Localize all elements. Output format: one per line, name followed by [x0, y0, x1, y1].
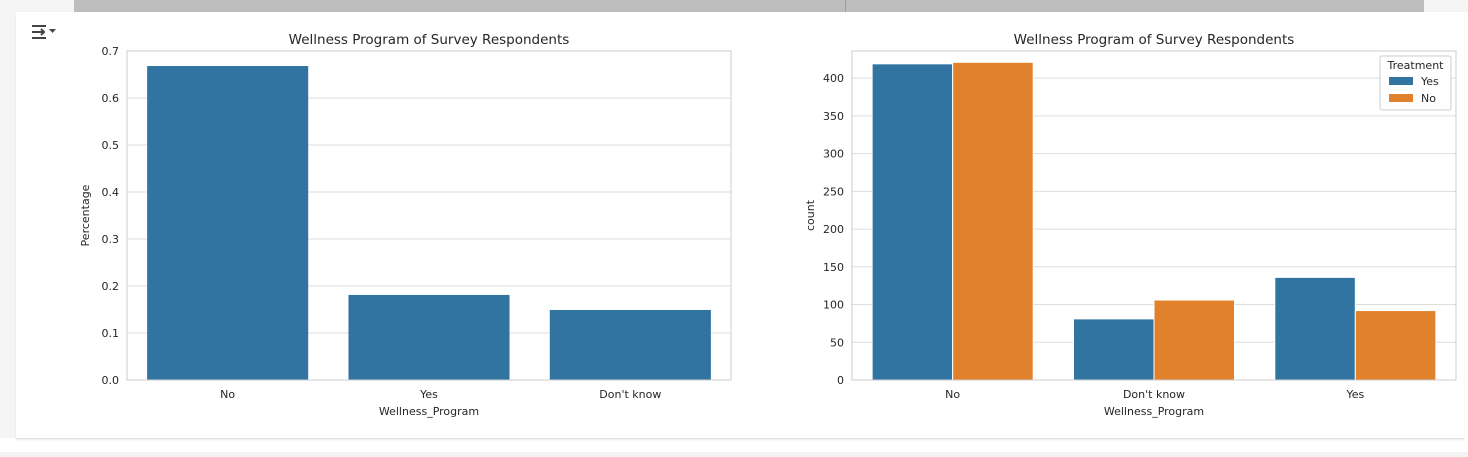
y-axis-label: count	[804, 199, 817, 231]
y-tick-label: 200	[823, 223, 844, 236]
x-tick-label: No	[220, 388, 235, 401]
y-tick-label: 100	[823, 299, 844, 312]
y-tick-label: 0.5	[102, 139, 120, 152]
y-tick-label: 0.1	[102, 327, 120, 340]
y-tick-label: 250	[823, 185, 844, 198]
x-axis-label: Wellness_Program	[1104, 405, 1204, 418]
bar	[147, 66, 309, 380]
bar	[1072, 318, 1155, 381]
chart-title: Wellness Program of Survey Respondents	[289, 32, 570, 48]
bar	[348, 294, 510, 380]
y-tick-label: 400	[823, 72, 844, 85]
y-tick-label: 0.6	[102, 92, 120, 105]
chart-title: Wellness Program of Survey Respondents	[1014, 32, 1295, 48]
x-tick-label: Yes	[419, 388, 438, 401]
bar	[871, 63, 954, 381]
bar	[549, 309, 711, 380]
bar	[1354, 310, 1437, 381]
y-tick-label: 0.2	[102, 280, 120, 293]
legend-swatch	[1389, 77, 1413, 85]
y-tick-label: 0.4	[102, 186, 120, 199]
y-tick-label: 0.7	[102, 45, 120, 58]
x-tick-label: No	[945, 388, 960, 401]
x-tick-label: Don't know	[599, 388, 661, 401]
count-grouped-bar-chart: 0 50 100 150 200 250 300 350 400 No Don't know Yes W…	[804, 32, 1457, 418]
bar	[1274, 276, 1356, 381]
legend-label: Yes	[1420, 75, 1439, 88]
y-axis-label: Percentage	[79, 184, 92, 246]
y-tick-label: 150	[823, 261, 844, 274]
legend-label: No	[1421, 92, 1436, 105]
x-tick-label: Don't know	[1123, 388, 1185, 401]
y-tick-label: 0.0	[102, 374, 120, 387]
legend-swatch	[1389, 94, 1413, 102]
next-cell-strip	[0, 452, 1468, 457]
x-axis-label: Wellness_Program	[379, 405, 479, 418]
horizontal-scrollbar[interactable]	[74, 0, 1424, 12]
x-tick-label: Yes	[1345, 388, 1364, 401]
y-tick-label: 0	[837, 374, 844, 387]
y-tick-label: 50	[830, 336, 844, 349]
y-tick-label: 0.3	[102, 233, 120, 246]
collapse-output-icon[interactable]	[30, 22, 58, 48]
legend-title: Treatment	[1387, 59, 1445, 72]
plot-frame	[126, 50, 732, 381]
scrollbar-divider	[845, 0, 846, 12]
y-tick-label: 350	[823, 110, 844, 123]
plot-frame	[851, 50, 1457, 381]
cell-gutter	[0, 12, 16, 438]
bar	[952, 61, 1034, 381]
bar	[1153, 299, 1236, 381]
y-tick-label: 300	[823, 148, 844, 161]
percentage-bar-chart: 0.0 0.1 0.2 0.3 0.4 0.5 0.6 0.7 No Yes Don't know W…	[79, 32, 732, 418]
